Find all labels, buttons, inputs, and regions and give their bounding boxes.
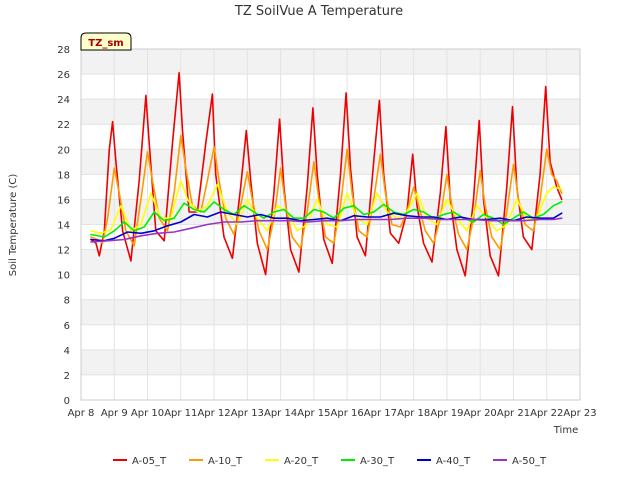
legend-item: A-05_T: [113, 456, 167, 467]
y-tick-label: 22: [57, 120, 70, 131]
y-tick-label: 18: [57, 170, 70, 181]
legend-label: A-10_T: [208, 456, 243, 467]
y-tick-label: 6: [64, 321, 70, 332]
y-tick-label: 14: [57, 221, 70, 232]
y-tick-label: 8: [64, 296, 70, 307]
x-tick-label: Apr 23: [563, 408, 596, 419]
plot-band: [81, 149, 580, 175]
legend-item: A-40_T: [417, 456, 471, 467]
y-tick-label: 20: [57, 145, 70, 156]
legend-label: A-30_T: [360, 456, 395, 467]
x-axis-label: Time: [553, 425, 578, 436]
legend: A-05_T A-10_T A-20_T A-30_T A-40_T A-50_T: [113, 456, 547, 467]
plot-band: [81, 274, 580, 300]
legend-label: A-50_T: [512, 456, 547, 467]
x-tick-label: Apr 11: [164, 408, 197, 419]
series-lines: [90, 72, 563, 277]
plot-band: [81, 74, 580, 100]
x-tick-label: Apr 16: [331, 408, 364, 419]
x-tick-label: Apr 17: [364, 408, 397, 419]
plot-band: [81, 49, 580, 75]
legend-item: A-20_T: [265, 456, 319, 467]
x-tick-label: Apr 8: [68, 408, 95, 419]
y-tick-label: 12: [57, 246, 70, 257]
legend-item: A-10_T: [189, 456, 243, 467]
plot-band: [81, 324, 580, 350]
series-line-a-50-t: [90, 217, 563, 243]
x-axis-ticks: Apr 8 Apr 9 Apr 10 Apr 11 Apr 12 Apr 13 Apr 14…: [68, 408, 597, 419]
x-tick-label: Apr 9: [101, 408, 128, 419]
x-tick-label: Apr 21: [497, 408, 530, 419]
x-tick-label: Apr 20: [464, 408, 497, 419]
legend-label: A-05_T: [132, 456, 167, 467]
x-tick-label: Apr 13: [231, 408, 264, 419]
chart-title: TZ SoilVue A Temperature: [234, 4, 403, 19]
x-tick-label: Apr 19: [430, 408, 463, 419]
legend-label: A-40_T: [436, 456, 471, 467]
y-tick-label: 4: [64, 346, 70, 357]
y-tick-label: 10: [57, 271, 70, 282]
badge-label: TZ_sm: [88, 38, 123, 49]
plot-band: [81, 174, 580, 200]
x-tick-label: Apr 12: [197, 408, 230, 419]
x-tick-label: Apr 14: [264, 408, 297, 419]
tz-sm-badge: TZ_sm: [80, 32, 132, 51]
plot-band: [81, 374, 580, 400]
series-line-a-30-t: [90, 201, 563, 238]
plot-band: [81, 299, 580, 325]
plot-bands: [81, 49, 580, 400]
legend-item: A-30_T: [341, 456, 395, 467]
x-tick-label: Apr 22: [530, 408, 563, 419]
y-tick-label: 24: [57, 95, 70, 106]
y-tick-label: 0: [64, 396, 70, 407]
plot-band: [81, 124, 580, 150]
x-tick-label: Apr 15: [297, 408, 330, 419]
legend-label: A-20_T: [284, 456, 319, 467]
plot-band: [81, 99, 580, 125]
x-tick-label: Apr 10: [131, 408, 164, 419]
series-line-a-40-t: [90, 211, 563, 242]
y-tick-label: 2: [64, 371, 70, 382]
badge-box: [80, 32, 132, 51]
plot-band: [81, 349, 580, 375]
plot-frame: [80, 48, 581, 401]
y-tick-label: 26: [57, 70, 70, 81]
plot-band: [81, 249, 580, 275]
legend-item: A-50_T: [493, 456, 547, 467]
y-tick-label: 28: [57, 45, 70, 56]
series-line-a-10-t: [90, 134, 563, 251]
series-line-a-20-t: [90, 179, 563, 235]
y-axis-label: Soil Temperature (C): [8, 174, 19, 277]
y-tick-label: 16: [57, 195, 70, 206]
x-tick-label: Apr 18: [397, 408, 430, 419]
